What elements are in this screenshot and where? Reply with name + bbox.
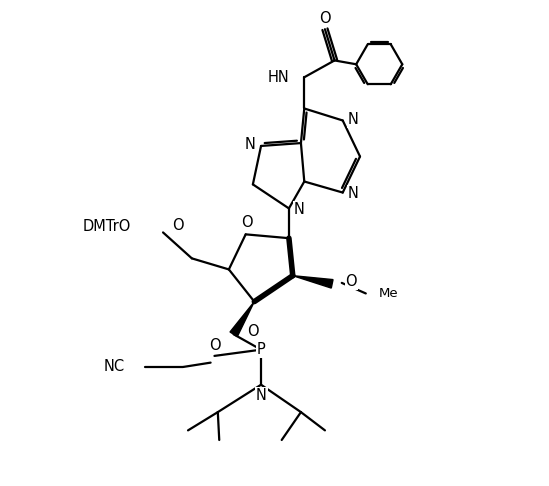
- Polygon shape: [293, 276, 333, 288]
- Text: P: P: [257, 342, 265, 357]
- Text: O: O: [172, 218, 183, 233]
- Text: N: N: [294, 202, 305, 217]
- Text: NC: NC: [103, 360, 125, 374]
- Text: N: N: [348, 112, 358, 127]
- Text: O: O: [241, 215, 253, 230]
- Text: N: N: [348, 186, 358, 201]
- Text: DMTrO: DMTrO: [83, 219, 131, 234]
- Text: HN: HN: [268, 70, 290, 85]
- Text: O: O: [346, 274, 357, 289]
- Text: Me: Me: [379, 287, 399, 300]
- Text: N: N: [245, 138, 256, 153]
- Text: O: O: [247, 324, 259, 339]
- Text: O: O: [319, 11, 330, 26]
- Text: N: N: [256, 388, 266, 403]
- Polygon shape: [230, 302, 254, 337]
- Text: O: O: [209, 338, 220, 353]
